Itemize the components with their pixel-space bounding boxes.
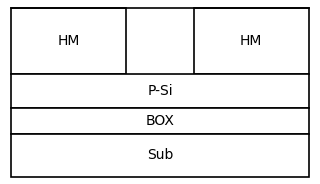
Bar — [11, 74, 309, 108]
Text: Sub: Sub — [147, 148, 173, 162]
Text: BOX: BOX — [146, 114, 174, 128]
Bar — [11, 134, 309, 177]
Bar — [194, 8, 309, 74]
Bar — [11, 8, 126, 74]
Text: HM: HM — [58, 34, 80, 48]
Bar — [11, 108, 309, 134]
Text: P-Si: P-Si — [147, 84, 173, 98]
Text: HM: HM — [240, 34, 262, 48]
